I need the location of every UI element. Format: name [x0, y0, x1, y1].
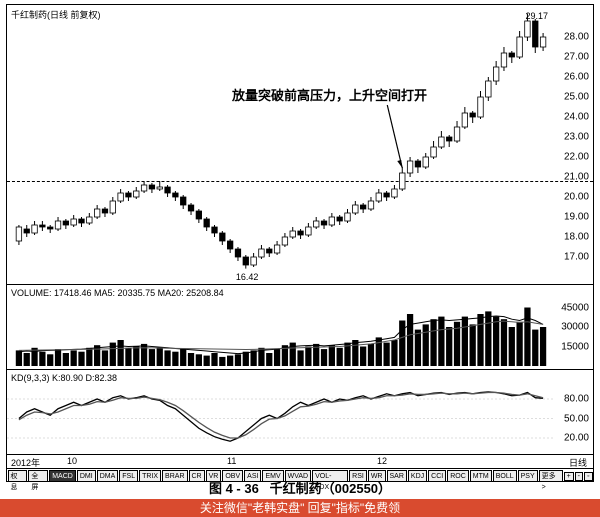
kd-chart: [7, 370, 555, 455]
kd-panel: KD(9,3,3) K:80.90 D:82.38 20.0050.0080.0…: [7, 370, 593, 455]
month-10: 10: [67, 456, 77, 466]
year-label: 2012年: [11, 456, 40, 469]
period-label: 日线: [569, 456, 587, 469]
caption-name: 千红制药（002550）: [270, 481, 391, 496]
figure-caption: 图 4 - 36 千红制药（002550）: [0, 478, 600, 497]
volume-chart: [7, 285, 555, 370]
candlestick-chart: [7, 5, 555, 285]
time-axis: 2012年 10 11 12 日线: [7, 455, 593, 469]
caption-number: 图 4 - 36: [209, 481, 259, 496]
month-11: 11: [227, 456, 236, 466]
price-panel: 千红制药(日线 前复权) 29.17 放量突破前高压力，上升空间打开 16.42…: [7, 5, 593, 285]
footer-banner[interactable]: 关注微信"老韩实盘" 回复"指标"免费领: [0, 499, 600, 517]
stock-chart-container: 千红制药(日线 前复权) 29.17 放量突破前高压力，上升空间打开 16.42…: [6, 4, 594, 482]
volume-panel: VOLUME: 17418.46 MA5: 20335.75 MA20: 252…: [7, 285, 593, 370]
month-12: 12: [377, 456, 387, 466]
low-label: 16.42: [236, 272, 259, 282]
